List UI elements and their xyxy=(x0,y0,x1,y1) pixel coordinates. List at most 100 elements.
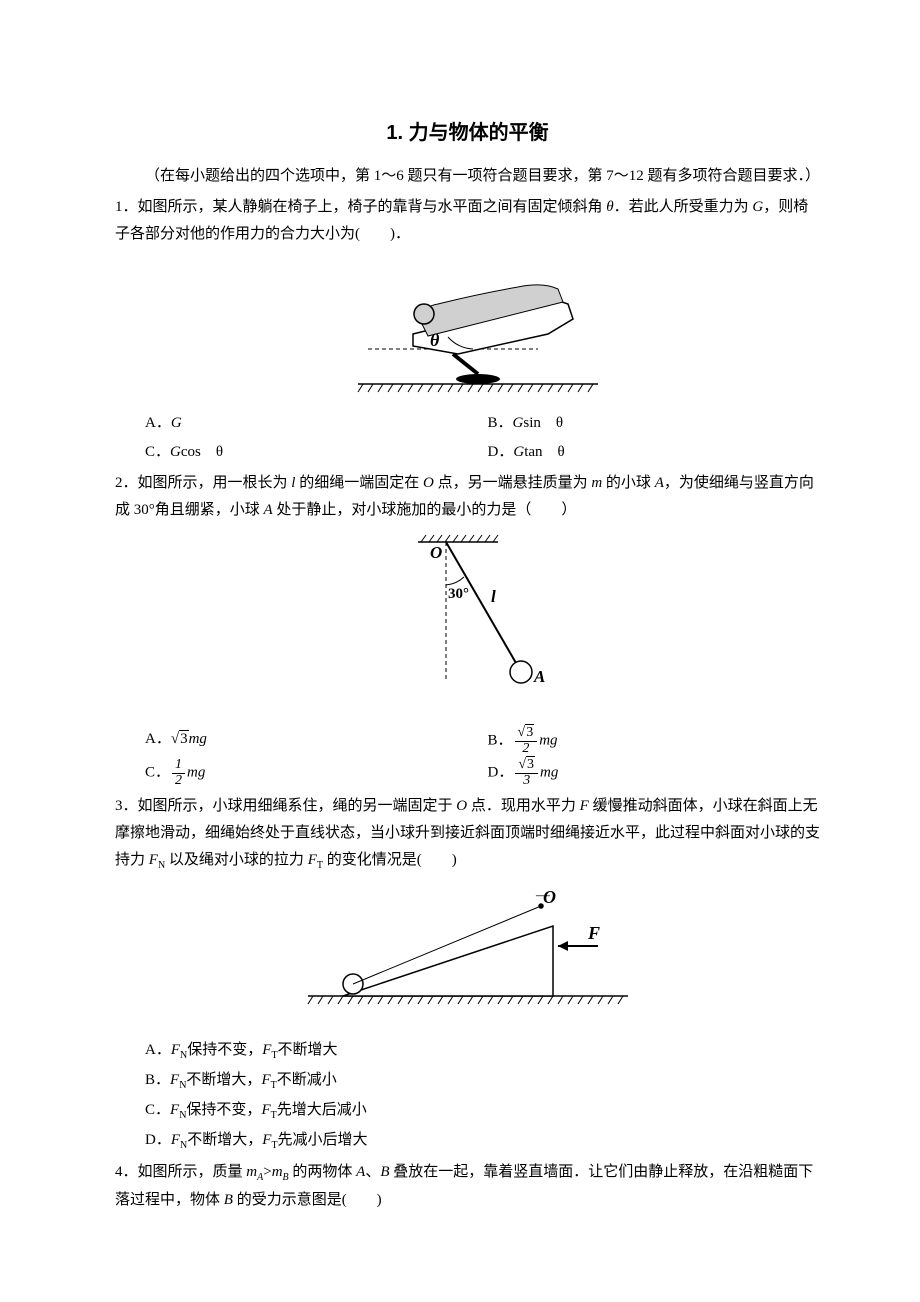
v: A xyxy=(356,1164,365,1180)
q1-G: G xyxy=(752,199,763,215)
t: 的两物体 xyxy=(289,1164,357,1180)
t: 的受力示意图是( ) xyxy=(233,1192,382,1208)
t: 的变化情况是( ) xyxy=(323,852,457,868)
t: 先减小后增大 xyxy=(278,1132,368,1148)
instruction: （在每小题给出的四个选项中，第 1～6 题只有一项符合题目要求，第 7～12 题… xyxy=(115,163,820,190)
v: O xyxy=(423,475,434,491)
q4-num: 4． xyxy=(115,1164,138,1180)
q2-optB: B． 3 2mg xyxy=(488,726,821,756)
mg: mg xyxy=(539,733,557,749)
question-3: 3．如图所示，小球用细绳系住，绳的另一端固定于 O 点．现用水平力 F 缓慢推动… xyxy=(115,793,820,1155)
incline-svg: O — F xyxy=(298,881,638,1021)
r: 3 xyxy=(179,730,189,747)
q3-num: 3． xyxy=(115,798,138,814)
l: D． xyxy=(145,1132,171,1148)
v: G xyxy=(513,415,524,431)
l: D． xyxy=(488,765,514,781)
v: m xyxy=(591,475,602,491)
t: 先增大后减小 xyxy=(277,1102,367,1118)
r: 3 xyxy=(525,724,534,740)
bar: — xyxy=(535,888,551,903)
l: A． xyxy=(145,1042,171,1058)
q1-text: 1．如图所示，某人静躺在椅子上，椅子的靠背与水平面之间有固定倾斜角 θ．若此人所… xyxy=(115,194,820,248)
t: 点．现用水平力 xyxy=(467,798,580,814)
l: C． xyxy=(145,765,170,781)
t: 如图所示，用一根长为 xyxy=(138,475,292,491)
l: A． xyxy=(145,415,171,431)
d: 3 xyxy=(515,774,538,789)
v: F xyxy=(308,852,317,868)
t: 以及绳对小球的拉力 xyxy=(165,852,308,868)
mg: mg xyxy=(540,765,558,781)
t: 保持不变， xyxy=(186,1102,261,1118)
t: 不断增大 xyxy=(278,1042,338,1058)
q3-text: 3．如图所示，小球用细绳系住，绳的另一端固定于 O 点．现用水平力 F 缓慢推动… xyxy=(115,793,820,875)
t: 处于静止，对小球施加的最小的力是（ ） xyxy=(273,502,577,518)
q1-options: A．G B．Gsin θ C．Gcos θ D．Gtan θ xyxy=(115,410,820,466)
l: B． xyxy=(145,1072,170,1088)
f: F xyxy=(170,1072,179,1088)
t: 不断减小 xyxy=(277,1072,337,1088)
theta-label: θ xyxy=(430,330,440,350)
O-label: O xyxy=(430,543,442,562)
t: 不断增大， xyxy=(186,1072,261,1088)
q2-options: A．3mg B．32mg C．12mg D．33mg xyxy=(115,726,820,789)
d: 2 xyxy=(515,742,538,757)
t: 如图所示，小球用细绳系住，绳的另一端固定于 xyxy=(138,798,457,814)
q1-optB: B．Gsin θ xyxy=(488,410,821,437)
v: A xyxy=(264,502,273,518)
q1-optD: D．Gtan θ xyxy=(488,439,821,466)
v: F xyxy=(149,852,158,868)
l: C． xyxy=(145,1102,170,1118)
page-title: 1. 力与物体的平衡 xyxy=(115,115,820,151)
t: 如图所示，某人静躺在椅子上，椅子的靠背与水平面之间有固定倾斜角 xyxy=(138,199,607,215)
q3-optD: D．FN不断增大，FT先减小后增大 xyxy=(145,1127,820,1155)
q2-text: 2．如图所示，用一根长为 l 的细绳一端固定在 O 点，另一端悬挂质量为 m 的… xyxy=(115,470,820,524)
f: F xyxy=(261,1102,270,1118)
question-4: 4．如图所示，质量 mA>mB 的两物体 A、B 叠放在一起，靠着竖直墙面．让它… xyxy=(115,1159,820,1214)
v: m xyxy=(272,1164,283,1180)
v2: cos θ xyxy=(181,444,223,460)
q4-text: 4．如图所示，质量 mA>mB 的两物体 A、B 叠放在一起，靠着竖直墙面．让它… xyxy=(115,1159,820,1214)
q2-figure: O 30° l A xyxy=(115,530,820,720)
l-label: l xyxy=(491,587,496,606)
t: 保持不变， xyxy=(187,1042,262,1058)
t: 不断增大， xyxy=(187,1132,262,1148)
q3-optC: C．FN保持不变，FT先增大后减小 xyxy=(145,1097,820,1125)
f: F xyxy=(261,1072,270,1088)
t: 点，另一端悬挂质量为 xyxy=(434,475,592,491)
question-2: 2．如图所示，用一根长为 l 的细绳一端固定在 O 点，另一端悬挂质量为 m 的… xyxy=(115,470,820,789)
v: A xyxy=(655,475,664,491)
t: 如图所示，质量 xyxy=(138,1164,247,1180)
l: B． xyxy=(488,415,513,431)
d: 2 xyxy=(172,774,185,789)
t: 的小球 xyxy=(602,475,655,491)
q3-figure: O — F xyxy=(115,881,820,1031)
q2-num: 2． xyxy=(115,475,138,491)
l: D． xyxy=(488,444,514,460)
mg: mg xyxy=(189,731,207,747)
q1-figure: θ xyxy=(115,254,820,404)
v2: tan θ xyxy=(524,444,565,460)
f: F xyxy=(170,1102,179,1118)
q1-theta: θ xyxy=(606,199,613,215)
q1-optA: A．G xyxy=(145,410,478,437)
r: 3 xyxy=(526,756,535,772)
f: F xyxy=(171,1132,180,1148)
q2-optD: D．33mg xyxy=(488,758,821,788)
rope-svg: O 30° l A xyxy=(388,530,548,710)
q1-num: 1． xyxy=(115,199,138,215)
question-1: 1．如图所示，某人静躺在椅子上，椅子的靠背与水平面之间有固定倾斜角 θ．若此人所… xyxy=(115,194,820,466)
v: B xyxy=(380,1164,389,1180)
l: B． xyxy=(488,733,513,749)
t: ．若此人所受重力为 xyxy=(614,199,753,215)
n: 1 xyxy=(172,758,185,774)
sep: 、 xyxy=(365,1164,380,1180)
v: G xyxy=(513,444,524,460)
q2-optC: C．12mg xyxy=(145,758,478,788)
v: F xyxy=(580,798,589,814)
l: C． xyxy=(145,444,170,460)
v2: sin θ xyxy=(523,415,563,431)
q2-optA: A．3mg xyxy=(145,726,478,756)
v: G xyxy=(171,415,182,431)
